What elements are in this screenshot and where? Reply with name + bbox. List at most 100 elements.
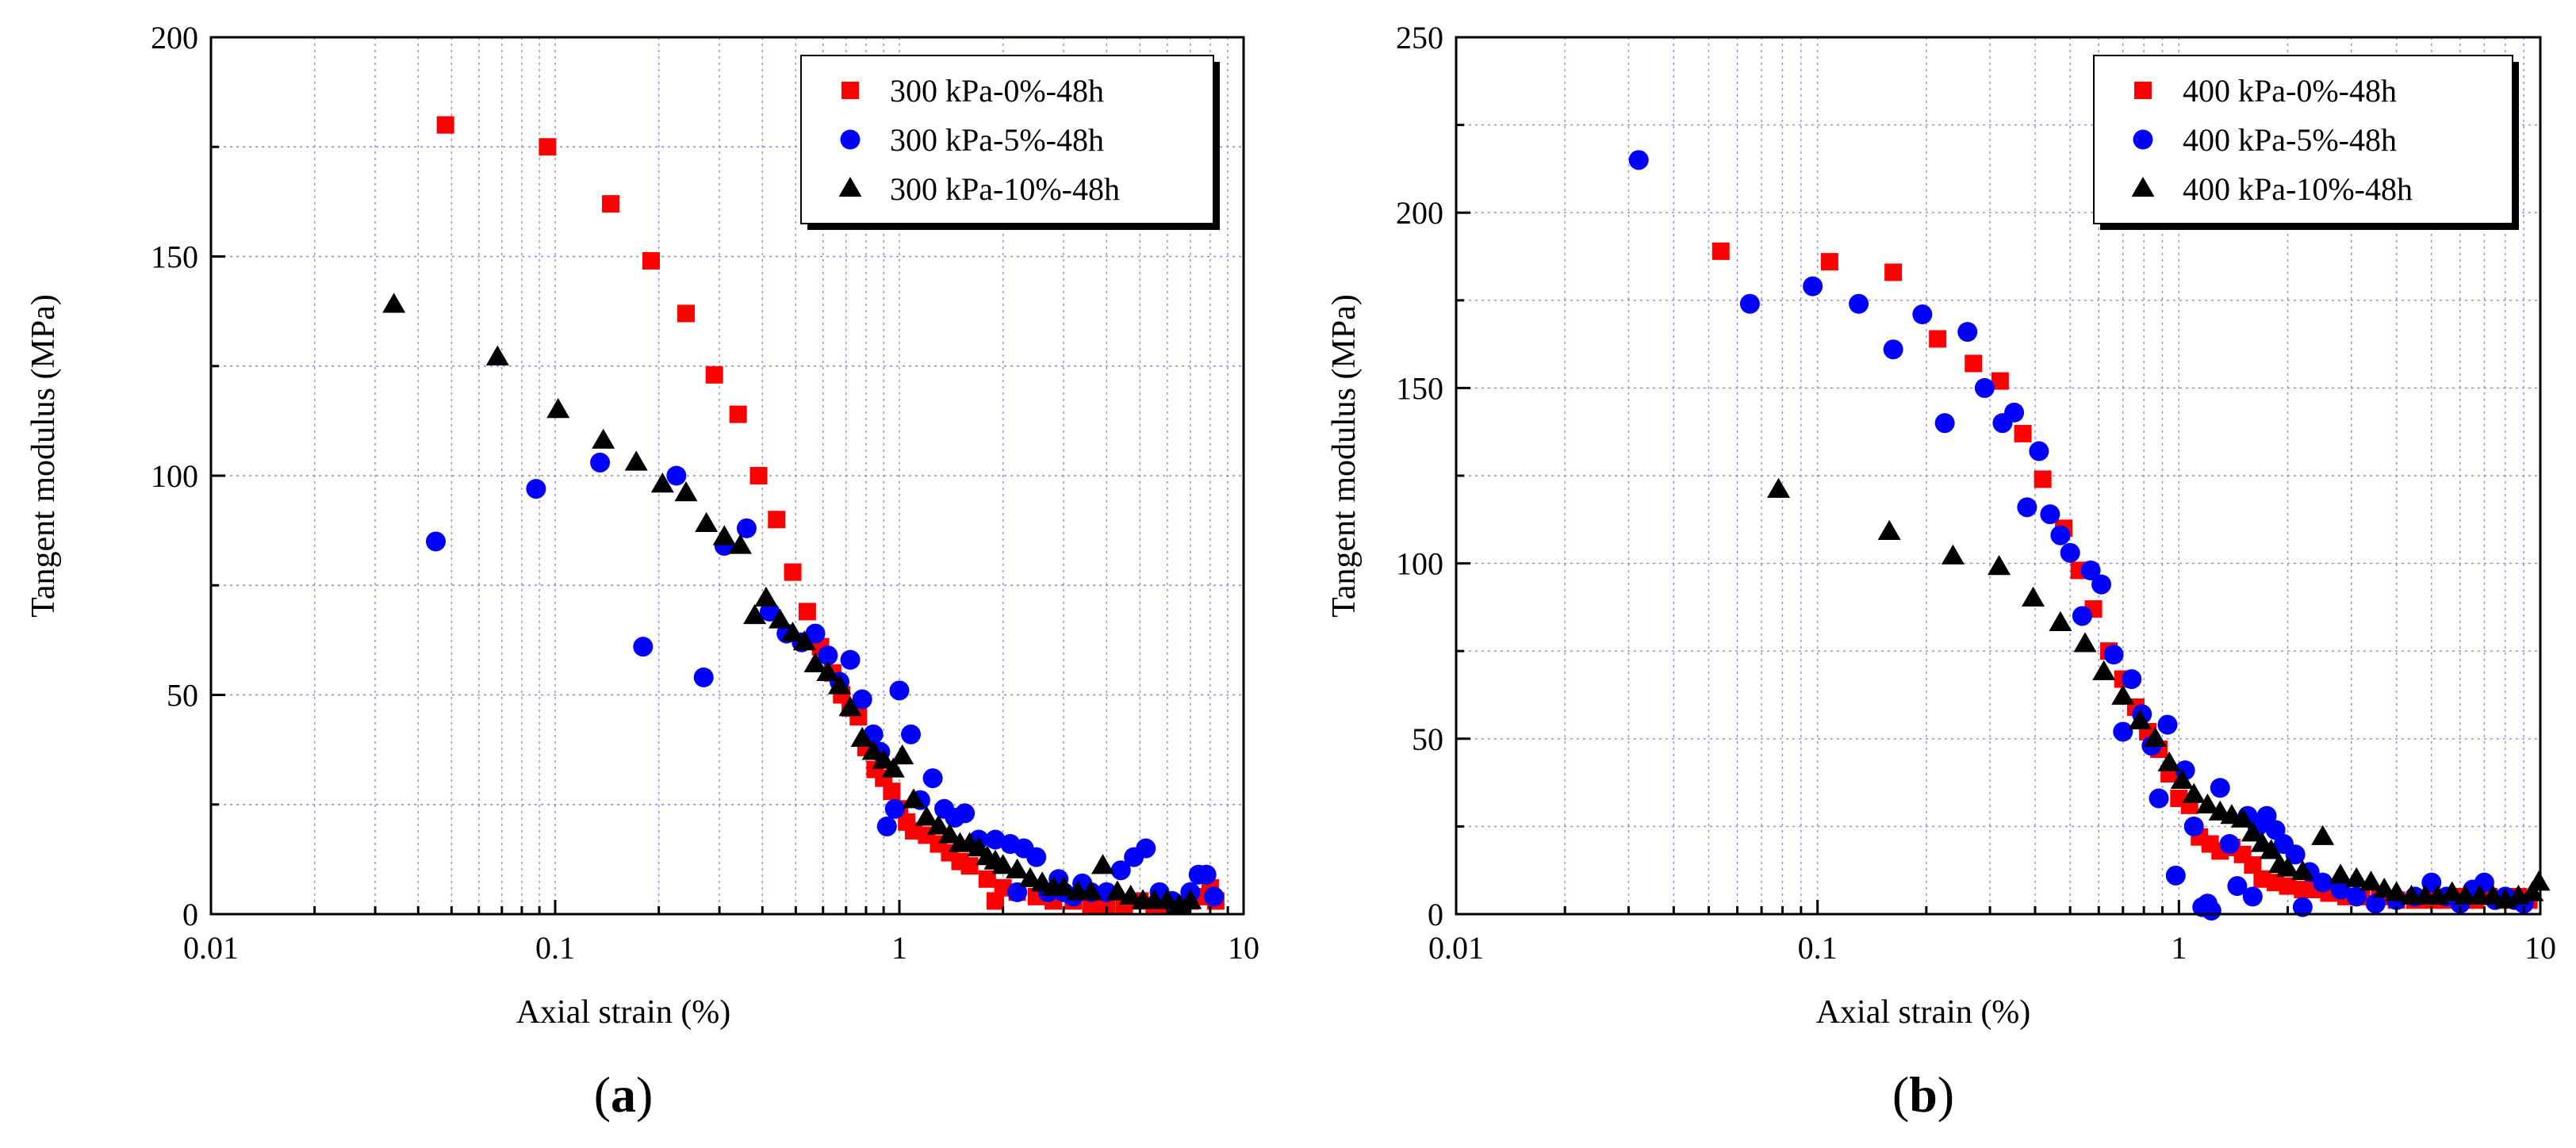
data-point-square (749, 467, 768, 484)
data-point-triangle (2241, 821, 2264, 842)
data-point-triangle (816, 660, 840, 682)
data-point-circle (2157, 714, 2178, 735)
data-point-triangle (2527, 871, 2551, 891)
data-point-circle (526, 479, 546, 499)
data-point-triangle (2143, 726, 2168, 747)
data-point-circle (2292, 897, 2313, 917)
data-point-triangle (2073, 632, 2097, 652)
data-point-triangle (728, 534, 752, 554)
data-point-triangle (1106, 880, 1129, 901)
data-point-triangle (2344, 867, 2368, 887)
y-tick-label: 0 (182, 897, 198, 932)
series-triangle (382, 293, 1202, 914)
data-point-circle (633, 637, 654, 657)
x-tick-label: 10 (1228, 930, 1259, 966)
y-tick-label: 250 (1396, 20, 1443, 55)
data-point-circle (1628, 150, 1649, 170)
data-point-triangle (546, 398, 570, 419)
data-point-square (2253, 870, 2271, 888)
data-point-triangle (2111, 684, 2135, 705)
data-point-triangle (2260, 839, 2283, 859)
data-point-triangle (2049, 610, 2072, 631)
legend-box (800, 55, 1214, 224)
legend-label: 300 kPa-10%-48h (890, 171, 1120, 207)
data-point-triangle (1006, 858, 1029, 878)
legend-marker-circle (2133, 129, 2153, 150)
x-tick-label: 1 (2171, 930, 2187, 966)
data-point-circle (876, 816, 897, 836)
data-point-circle (1739, 293, 1760, 314)
y-tick-label: 150 (151, 239, 198, 275)
y-axis-label: Tangent modulus (MPa) (1326, 294, 1363, 618)
data-point-triangle (2021, 586, 2045, 607)
data-point-circle (840, 649, 861, 670)
data-point-triangle (1052, 875, 1075, 896)
data-point-square (883, 783, 901, 801)
grid-lines (211, 37, 1244, 914)
data-point-circle (2017, 497, 2037, 518)
data-point-triangle (1941, 544, 1965, 564)
data-point-circle (818, 645, 838, 666)
data-point-triangle (1079, 880, 1102, 901)
data-point-square (960, 857, 979, 875)
data-point-circle (852, 689, 872, 710)
data-point-triangle (754, 586, 778, 607)
data-point-square (436, 116, 454, 134)
data-point-triangle (695, 511, 719, 532)
data-point-triangle (1877, 519, 1901, 540)
data-point-triangle (592, 428, 615, 449)
data-point-triangle (2440, 881, 2464, 901)
data-point-square (2244, 856, 2262, 874)
data-point-square (2294, 881, 2312, 899)
data-point-circle (2004, 402, 2025, 423)
data-point-circle (2103, 645, 2124, 665)
data-point-circle (1026, 847, 1047, 867)
data-point-circle (1934, 413, 1955, 434)
x-tick-label: 0.1 (535, 930, 575, 966)
data-point-square (2034, 470, 2052, 488)
y-tick-label: 200 (151, 20, 198, 55)
legend-label: 400 kPa-10%-48h (2183, 171, 2413, 207)
data-point-triangle (827, 674, 852, 695)
data-point-circle (955, 803, 976, 824)
data-point-circle (2072, 606, 2092, 626)
y-tick-label: 100 (1396, 546, 1443, 582)
data-points (1628, 150, 2551, 921)
data-point-circle (2313, 872, 2333, 893)
data-point-triangle (2182, 783, 2206, 803)
legend-marker-circle (840, 129, 861, 150)
data-point-triangle (768, 608, 792, 629)
legend-label: 400 kPa-0%-48h (2183, 73, 2397, 109)
data-point-circle (2183, 816, 2204, 836)
legend-label: 300 kPa-0%-48h (890, 73, 1104, 109)
panel-label-b: b (1909, 1066, 1938, 1123)
data-point-square (2014, 424, 2032, 442)
data-point-triangle (914, 806, 938, 826)
data-points (382, 116, 1225, 916)
data-point-circle (889, 680, 910, 701)
data-point-triangle (891, 744, 914, 765)
legend-label: 300 kPa-5%-48h (890, 122, 1104, 158)
data-point-triangle (1119, 884, 1143, 905)
data-point-circle (2210, 778, 2230, 798)
data-point-triangle (2453, 884, 2477, 905)
data-point-circle (1849, 293, 1869, 314)
data-point-square (1712, 242, 1730, 260)
data-point-triangle (2092, 660, 2116, 680)
data-point-circle (2149, 788, 2169, 809)
data-point-square (1820, 253, 1838, 271)
x-tick-label: 0.1 (1798, 930, 1838, 966)
data-point-circle (736, 518, 757, 538)
y-tick-label: 150 (1396, 370, 1443, 406)
data-point-triangle (2231, 807, 2255, 828)
legend-marker-square (2134, 82, 2152, 99)
data-point-triangle (2290, 859, 2314, 881)
x-tick-label: 0.01 (183, 930, 239, 966)
data-point-triangle (1988, 555, 2011, 576)
y-axis-label: Tangent modulus (MPa) (25, 294, 62, 618)
data-point-triangle (2157, 751, 2181, 771)
